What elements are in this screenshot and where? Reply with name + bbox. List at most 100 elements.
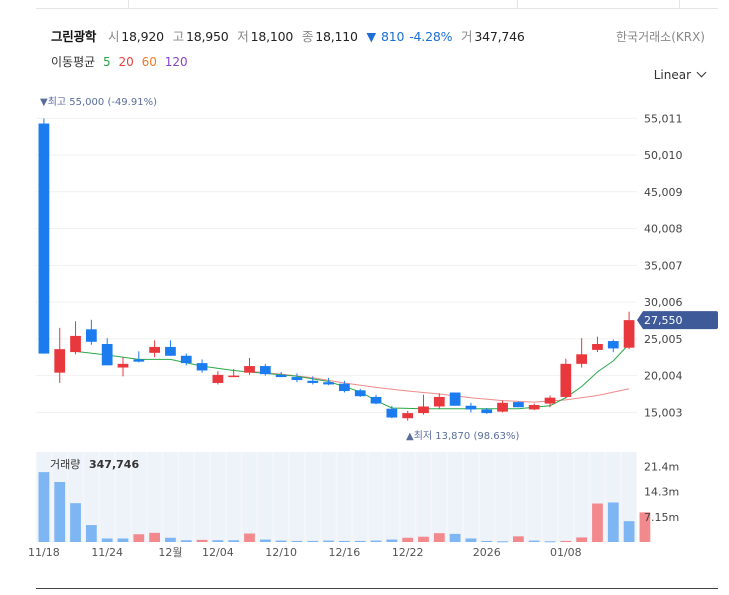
- exchange-label: 한국거래소(KRX): [616, 30, 705, 44]
- date-tick-label: 12/04: [202, 546, 234, 559]
- volume-bar-down: [228, 540, 240, 542]
- volume-column-bg: [416, 452, 431, 542]
- open-value: 18,920: [121, 29, 164, 44]
- candle-down: [386, 405, 398, 419]
- candle-up: [576, 338, 588, 368]
- current-price-value: 27,550: [644, 314, 683, 327]
- volume-bar-down: [607, 502, 619, 542]
- volume-bar-down: [180, 540, 192, 542]
- volume-title-value: 347,746: [89, 458, 139, 471]
- volume-bar-up: [560, 540, 572, 542]
- candle-down: [291, 373, 303, 383]
- volume-column-bg: [163, 452, 178, 542]
- volume-column-bg: [574, 452, 589, 542]
- candle-down: [607, 339, 619, 353]
- candle-body: [418, 406, 429, 414]
- volume-title: 거래량: [50, 458, 80, 471]
- date-tick-label: 2026: [473, 546, 501, 559]
- low-value: 18,100: [250, 29, 294, 44]
- volume-column-bg: [210, 452, 225, 542]
- volume-bar-down: [70, 503, 81, 542]
- candle-body: [544, 397, 556, 404]
- ma-20-legend[interactable]: 20: [118, 55, 134, 69]
- candle-down: [85, 319, 97, 345]
- volume-bar-down: [623, 521, 635, 542]
- current-price-tag: [637, 311, 718, 330]
- frame-tick: [679, 0, 680, 8]
- candle-body: [513, 402, 524, 408]
- candle-body: [528, 405, 540, 410]
- volume-bar-up: [418, 536, 429, 542]
- candle-body: [339, 383, 350, 392]
- volume-bar-up: [513, 536, 524, 542]
- volume-column-bg: [258, 452, 273, 542]
- date-tick-label: 12/10: [265, 546, 297, 559]
- candle-body: [560, 363, 572, 397]
- volume-column-bg: [479, 452, 494, 542]
- candle-down: [38, 118, 50, 354]
- price-tick-label: 40,008: [644, 223, 683, 236]
- change-value: 810: [380, 29, 405, 44]
- volume-column-bg: [353, 452, 368, 542]
- stock-name: 그린광학: [51, 29, 97, 44]
- candle-down: [196, 359, 208, 373]
- volume-bar-up: [592, 503, 603, 542]
- volume-column-bg: [495, 452, 510, 542]
- volume-column-bg: [369, 452, 383, 542]
- price-tick-label: 45,009: [644, 186, 683, 199]
- date-tick-label: 12/16: [329, 546, 361, 559]
- volume-column-bg: [179, 452, 194, 542]
- ma-5-legend[interactable]: 5: [103, 55, 111, 69]
- volume-column-bg: [195, 452, 209, 542]
- volume-bar-down: [354, 540, 366, 542]
- candle-body: [149, 346, 160, 353]
- open-label: 시: [107, 29, 120, 44]
- candle-body: [133, 359, 145, 362]
- volume-bar-down: [38, 472, 50, 542]
- volume-tick-label: 7.15m: [644, 511, 679, 524]
- high-label: 고: [172, 29, 185, 44]
- price-tick-label: 50,010: [644, 149, 683, 162]
- volume-bar-down: [481, 540, 493, 542]
- candle-body: [307, 380, 319, 383]
- candle-down: [101, 338, 113, 366]
- candle-up: [54, 327, 66, 383]
- high-value: 18,950: [185, 29, 229, 44]
- candle-down: [481, 407, 493, 414]
- volume-bar-up: [576, 537, 588, 542]
- volume-bar-down: [544, 541, 556, 543]
- volume-column-bg: [321, 452, 336, 542]
- change-down-icon: ▼: [366, 29, 377, 44]
- volume-column-bg: [464, 452, 478, 542]
- ma-60-legend[interactable]: 60: [141, 55, 157, 69]
- volume-column-bg: [305, 452, 320, 542]
- top-frame: [36, 0, 718, 9]
- candle-body: [433, 396, 445, 407]
- candle-body: [465, 405, 477, 410]
- scale-selector[interactable]: Linear: [654, 67, 707, 82]
- candle-down: [323, 377, 334, 386]
- date-tick-label: 12월: [158, 546, 182, 559]
- candle-body: [180, 355, 192, 364]
- volume-bar-up: [402, 537, 414, 542]
- volume-bar-down: [212, 540, 224, 542]
- volume-bar-down: [259, 539, 271, 542]
- price-tick-label: 20,004: [644, 370, 683, 383]
- volume-column-bg: [100, 452, 115, 542]
- ma-120-legend[interactable]: 120: [164, 55, 188, 69]
- volume-column-bg: [242, 452, 257, 542]
- candle-up: [592, 336, 603, 353]
- date-tick-label: 11/24: [91, 546, 123, 559]
- volume-bar-down: [339, 540, 350, 542]
- date-tick-label: 11/18: [28, 546, 60, 559]
- candle-up: [528, 403, 540, 411]
- volume-column-bg: [274, 452, 289, 542]
- candle-up: [244, 357, 255, 375]
- date-tick-label: 12/22: [392, 546, 424, 559]
- volume-bar-up: [244, 533, 255, 542]
- candle-down: [465, 402, 477, 413]
- volume-column-bg: [432, 452, 447, 542]
- candle-body: [607, 341, 619, 349]
- price-axis: 55,011 50,010 45,009 40,008 35,007 30,006 25,0…: [644, 112, 683, 419]
